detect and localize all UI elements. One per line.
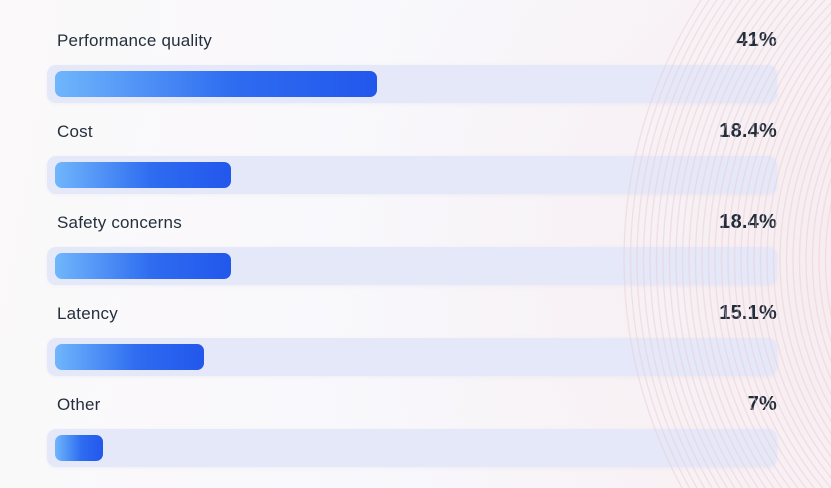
bar-label: Other — [57, 395, 101, 414]
bar-track — [47, 156, 777, 194]
bar-row-header: Safety concerns 18.4% — [57, 211, 777, 235]
bar-fill — [55, 435, 103, 461]
bar-row: Cost 18.4% — [0, 120, 831, 211]
bar-value: 18.4% — [719, 120, 777, 142]
bar-track — [47, 247, 777, 285]
bar-row-header: Latency 15.1% — [57, 302, 777, 326]
bar-row: Safety concerns 18.4% — [0, 211, 831, 302]
bar-fill — [55, 162, 231, 188]
bar-track — [47, 65, 777, 103]
bar-label: Safety concerns — [57, 213, 182, 232]
bar-value: 18.4% — [719, 211, 777, 233]
bar-label: Latency — [57, 304, 118, 323]
bar-track — [47, 429, 777, 467]
bar-fill — [55, 344, 204, 370]
bar-track — [47, 338, 777, 376]
bar-value: 7% — [747, 393, 777, 415]
bar-row: Performance quality 41% — [0, 29, 831, 120]
bar-label: Cost — [57, 122, 93, 141]
bar-row: Other 7% — [0, 393, 831, 484]
bar-row-header: Cost 18.4% — [57, 120, 777, 144]
bar-value: 15.1% — [719, 302, 777, 324]
bar-value: 41% — [736, 29, 777, 51]
bar-label: Performance quality — [57, 31, 212, 50]
bar-row-header: Other 7% — [57, 393, 777, 417]
bar-row-header: Performance quality 41% — [57, 29, 777, 53]
bar-row: Latency 15.1% — [0, 302, 831, 393]
bar-fill — [55, 253, 231, 279]
bar-fill — [55, 71, 377, 97]
